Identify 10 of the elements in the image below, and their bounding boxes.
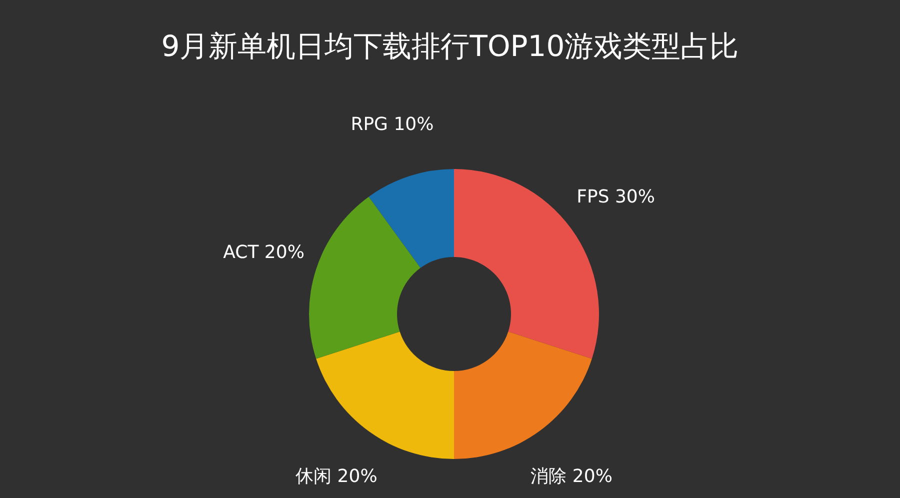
donut-slice <box>454 332 592 459</box>
donut-slice <box>368 169 454 268</box>
slice-label: 休闲 20% <box>296 466 378 487</box>
slice-label: 消除 20% <box>530 466 612 487</box>
donut-slice <box>316 332 454 459</box>
slice-label: ACT 20% <box>223 242 304 264</box>
chart-title: 9月新单机日均下载排行TOP10游戏类型占比 <box>161 29 739 63</box>
donut-slice <box>309 196 420 359</box>
slice-label: FPS 30% <box>576 186 655 208</box>
slice-label: RPG 10% <box>350 114 434 135</box>
